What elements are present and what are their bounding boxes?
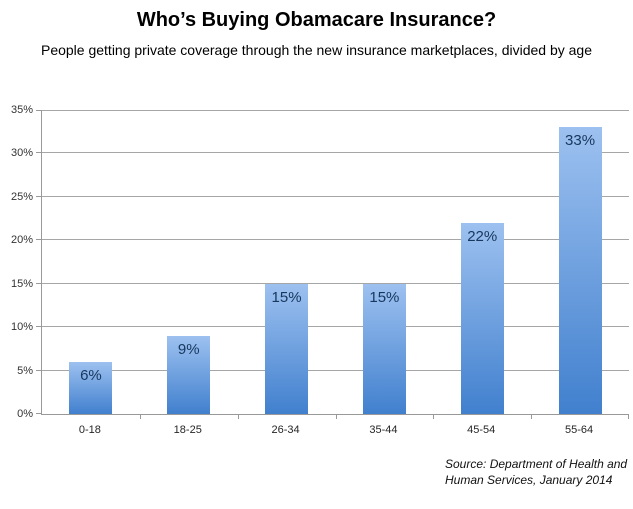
bar-slot: 15%	[335, 110, 433, 414]
y-axis-tick	[36, 110, 41, 111]
chart-subtitle: People getting private coverage through …	[40, 42, 592, 58]
y-axis-label: 30%	[10, 147, 33, 160]
x-category-label: 26-34	[271, 424, 300, 436]
bar-35-44: 15%	[362, 283, 406, 414]
y-axis-tick	[36, 152, 41, 154]
bar-value-label: 9%	[177, 340, 200, 358]
y-axis-tick	[36, 195, 41, 197]
bar-0-18: 6%	[69, 361, 113, 414]
y-axis-tick	[36, 282, 41, 284]
x-axis-tick	[139, 415, 141, 419]
bar-slot: 15%	[238, 110, 336, 414]
plot-area: 6% 9% 15% 15% 22%	[36, 110, 629, 419]
x-axis-tick	[335, 415, 337, 419]
source-note-line: Human Services, January 2014	[445, 473, 613, 488]
bar-value-label: 15%	[369, 288, 400, 306]
gridline	[42, 239, 629, 241]
bar-value-label: 15%	[271, 288, 302, 306]
x-axis-tick	[531, 415, 533, 419]
y-axis-label: 10%	[10, 321, 33, 334]
y-axis-label: 35%	[10, 104, 33, 116]
y-axis-tick	[36, 239, 41, 241]
bar-slot: 9%	[140, 110, 238, 414]
bar-value-label: 33%	[565, 132, 596, 150]
bar-value-label: 22%	[467, 227, 498, 245]
bar-series: 6% 9% 15% 15% 22%	[42, 110, 629, 414]
x-axis: 0-18 18-25 26-34 35-44 45-54 55-64	[41, 424, 628, 436]
y-axis: 0% 5% 10% 15% 20% 25% 30% 35%	[0, 104, 33, 420]
bar-value-label: 6%	[80, 366, 102, 384]
y-axis-label: 15%	[10, 277, 33, 290]
y-axis-label: 20%	[10, 234, 33, 247]
gridline	[42, 152, 629, 154]
bar-slot: 22%	[433, 110, 531, 414]
source-note: Source: Department of Health and Human S…	[445, 456, 627, 488]
source-note-line: Source: Department of Health and	[445, 457, 628, 471]
y-axis-tick	[36, 326, 41, 328]
gridline	[42, 282, 629, 284]
x-category-label: 35-44	[369, 424, 398, 436]
y-axis-tick	[36, 413, 41, 414]
chart-title: Who’s Buying Obamacare Insurance?	[136, 9, 497, 31]
x-category-label: 0-18	[78, 424, 101, 436]
x-axis-tick	[237, 415, 239, 419]
bar-18-25: 9%	[167, 335, 211, 414]
y-axis-label: 0%	[17, 408, 33, 420]
x-category-label: 45-54	[467, 424, 496, 436]
x-category-label: 18-25	[173, 424, 202, 436]
gridline	[42, 195, 629, 197]
bar-55-64: 33%	[558, 127, 602, 414]
y-axis-tick	[36, 369, 41, 371]
gridline	[42, 369, 629, 371]
x-axis-tick	[628, 415, 629, 419]
y-axis-label: 5%	[17, 364, 33, 377]
bar-slot: 6%	[42, 110, 140, 414]
x-axis-tick	[433, 415, 435, 419]
bar-slot: 33%	[531, 110, 629, 414]
bar-45-54: 22%	[460, 222, 504, 414]
gridline	[42, 110, 629, 111]
bar-26-34: 15%	[265, 283, 309, 414]
y-axis-label: 25%	[10, 190, 33, 203]
x-category-label: 55-64	[564, 424, 594, 436]
gridline	[42, 326, 629, 328]
